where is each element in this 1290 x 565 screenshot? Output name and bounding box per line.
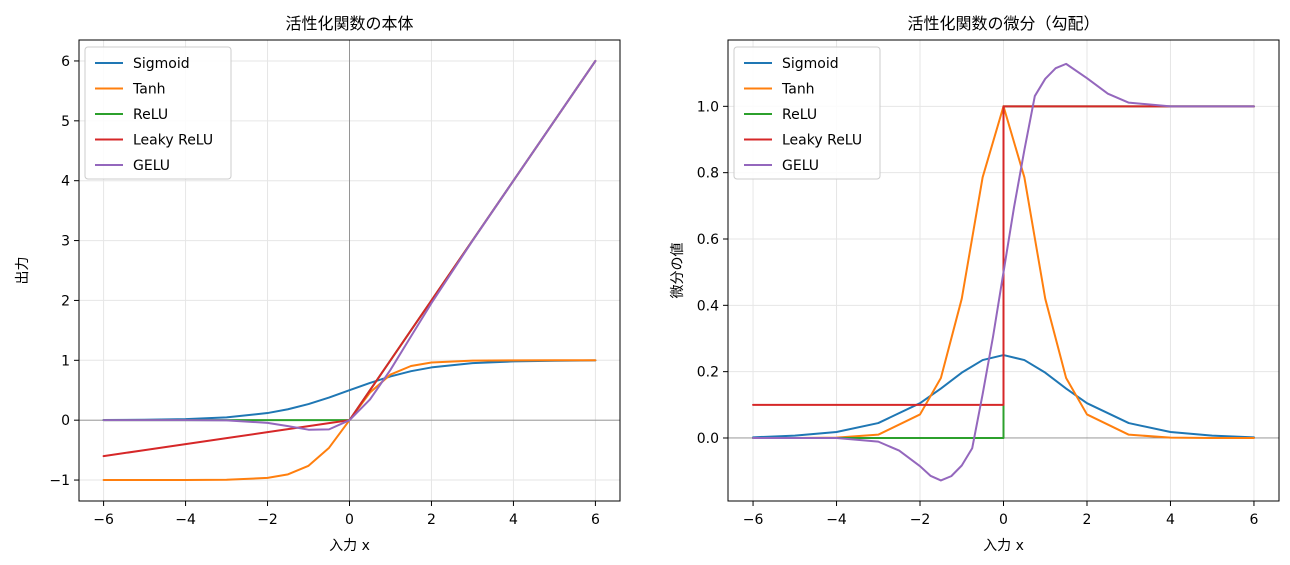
y-tick-label: 3 — [61, 234, 70, 250]
y-tick-label: −1 — [49, 473, 70, 489]
series-line-gelu — [752, 62, 1255, 482]
legend-label-relu: ReLU — [133, 107, 168, 123]
legend-label-sigmoid: Sigmoid — [133, 56, 190, 72]
x-tick-label: −4 — [175, 512, 196, 528]
y-axis-label: 微分の値 — [670, 243, 686, 299]
y-tick-label: 0.0 — [697, 431, 719, 447]
legend-box — [733, 46, 881, 180]
x-axis-label: 入力 x — [983, 538, 1024, 554]
y-tick-label: 0 — [61, 413, 70, 429]
y-tick-label: 0.6 — [697, 232, 719, 248]
x-tick-label: −4 — [826, 512, 847, 528]
y-tick-label: 2 — [61, 293, 70, 309]
x-tick-label: −2 — [257, 512, 278, 528]
legend-label-leaky-relu: Leaky ReLU — [133, 133, 213, 149]
y-tick-label: 0.8 — [697, 166, 719, 182]
legend-label-gelu: GELU — [782, 158, 819, 174]
x-tick-label: −6 — [93, 512, 114, 528]
legend-label-tanh: Tanh — [132, 82, 166, 98]
x-tick-label: 6 — [591, 512, 600, 528]
legend-label-relu: ReLU — [782, 107, 817, 123]
y-axis-label: 出力 — [15, 257, 31, 285]
x-tick-label: 4 — [509, 512, 518, 528]
series-line-gelu — [102, 59, 597, 431]
x-tick-label: 2 — [1083, 512, 1092, 528]
x-tick-label: 0 — [999, 512, 1008, 528]
chart-right-activation-derivatives: −6 −4 −2 0 2 4 6 0.0 0.2 0.4 0.6 0.8 1.0 活性化関数の微分（勾配）… — [670, 14, 1280, 554]
legend-box — [84, 46, 232, 180]
legend: Sigmoid Tanh ReLU Leaky ReLU GELU — [733, 46, 881, 180]
x-axis-label: 入力 x — [329, 538, 370, 554]
y-tick-label: 1 — [61, 353, 70, 369]
x-tick-label: 0 — [345, 512, 354, 528]
x-tick-label: −6 — [743, 512, 764, 528]
x-tick-label: 4 — [1166, 512, 1175, 528]
y-tick-label: 0.2 — [697, 365, 719, 381]
legend: Sigmoid Tanh ReLU Leaky ReLU GELU — [84, 46, 232, 180]
legend-label-sigmoid: Sigmoid — [782, 56, 839, 72]
y-tick-label: 6 — [61, 54, 70, 70]
legend-label-leaky-relu: Leaky ReLU — [782, 133, 862, 149]
y-tick-label: 5 — [61, 114, 70, 130]
legend-label-gelu: GELU — [133, 158, 170, 174]
series-line-sigmoid — [102, 359, 597, 422]
chart-title: 活性化関数の本体 — [285, 14, 413, 33]
legend-label-tanh: Tanh — [781, 82, 815, 98]
y-tick-label: 4 — [61, 174, 70, 190]
series-line-leaky-relu — [752, 105, 1255, 406]
y-tick-label: 1.0 — [697, 99, 719, 115]
x-tick-label: 2 — [427, 512, 436, 528]
x-tick-label: −2 — [910, 512, 931, 528]
y-tick-label: 0.4 — [697, 298, 719, 314]
x-tick-label: 6 — [1249, 512, 1258, 528]
chart-title: 活性化関数の微分（勾配） — [907, 14, 1099, 33]
